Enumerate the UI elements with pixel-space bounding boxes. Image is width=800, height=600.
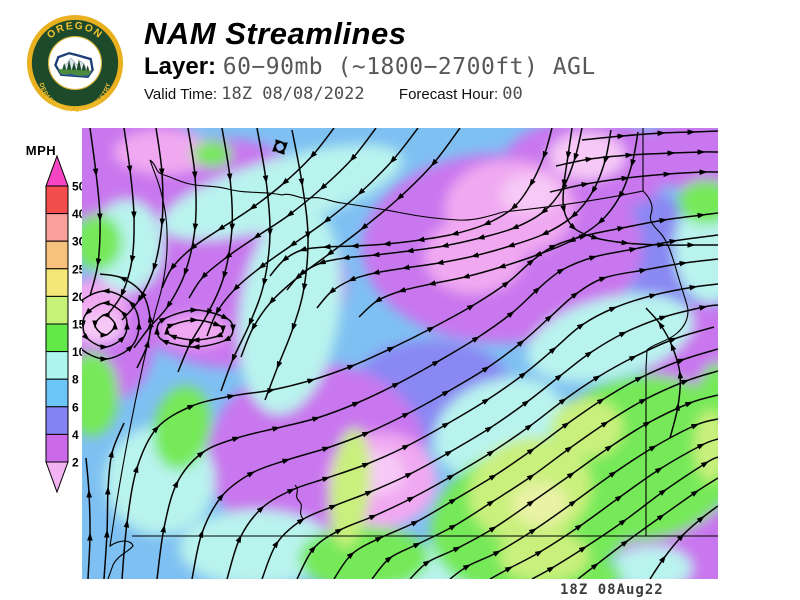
valid-time-value: 18Z 08/08/2022 [221, 83, 365, 104]
valid-time-row: Valid Time: 18Z 08/08/2022 Forecast Hour… [144, 84, 596, 104]
page-title: NAM Streamlines [144, 16, 407, 51]
legend-segment [45, 295, 69, 325]
streamline [275, 142, 285, 152]
streamline [555, 149, 718, 167]
legend-units-label: MPH [25, 143, 57, 158]
legend-tick-label: 4 [72, 428, 79, 442]
legend-segment [45, 268, 69, 297]
streamline [581, 129, 718, 141]
map-timestamp-caption: 18Z 08Aug22 [560, 582, 664, 598]
forecast-hour-value: 00 [502, 83, 523, 104]
wind-speed-field [82, 128, 718, 579]
streamline [645, 307, 684, 439]
legend-arrow-bottom [45, 461, 69, 494]
legend-segment [45, 433, 69, 463]
legend-segment [45, 351, 69, 380]
legend-segment [45, 185, 69, 215]
streamline [157, 309, 233, 347]
legend-segment [45, 406, 69, 435]
legend-segment [45, 378, 69, 408]
layer-value: 60−90mb (~1800−2700ft) AGL [222, 53, 596, 80]
streamline [649, 505, 718, 579]
streamline [577, 477, 718, 579]
wind-speed-region [82, 352, 118, 436]
odf-logo: OREGON DEPARTMENT OF FORESTRY [26, 14, 124, 112]
legend-segment [45, 240, 69, 270]
layer-label: Layer: [144, 52, 217, 80]
legend-tick-label: 2 [72, 456, 79, 470]
legend-tick-label: 6 [72, 400, 79, 414]
legend-arrow-top [45, 154, 69, 187]
streamline-map [82, 128, 718, 579]
header: NAM Streamlines Layer: 60−90mb (~1800−27… [144, 16, 596, 104]
streamline [99, 273, 154, 369]
wind-speed-region [500, 174, 560, 214]
legend-segment [45, 323, 69, 353]
streamline [89, 128, 103, 297]
legend-tick-label: 8 [72, 373, 79, 387]
wind-speed-region [512, 482, 568, 526]
valid-time-label: Valid Time: [144, 85, 218, 103]
forecast-hour-label: Forecast Hour: [398, 85, 499, 103]
streamline [85, 457, 93, 579]
streamline [560, 128, 718, 248]
streamline [549, 169, 718, 193]
streamline [103, 422, 125, 579]
logo-state-emblem [54, 51, 94, 78]
layer-row: Layer: 60−90mb (~1800−2700ft) AGL [144, 52, 596, 80]
streamlines [82, 128, 718, 579]
legend-segment [45, 213, 69, 242]
